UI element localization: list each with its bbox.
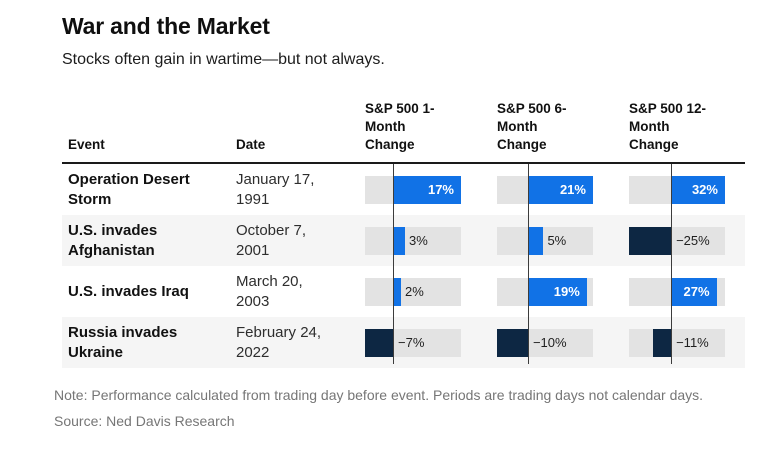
bar-value-label: −11% (676, 334, 709, 350)
bar-negative (497, 328, 528, 357)
chart-cell: −10% (492, 317, 624, 368)
bar-value-label: 32% (691, 181, 718, 197)
column-header-sp500-6month: S&P 500 6- Month Change (497, 101, 567, 152)
bar-track: −7% (365, 328, 461, 357)
column-header-event: Event (68, 136, 105, 152)
bar-negative (652, 328, 672, 357)
war-market-table: Event Date S&P 500 1- Month Change S&P 5… (62, 100, 745, 369)
war-market-infographic: War and the Market Stocks often gain in … (54, 13, 745, 429)
bar-value-label: −10% (532, 334, 567, 350)
bar-positive (671, 175, 725, 204)
chart-cell: 17% (360, 164, 492, 215)
bar-value-label: 27% (683, 283, 710, 299)
event-cell: U.S. invades Iraq (68, 283, 189, 301)
bar-value-label: 3% (409, 232, 428, 248)
date-cell: March 20, 2003 (236, 273, 303, 310)
chart-cell: 32% (624, 164, 745, 215)
bar-positive (393, 277, 401, 306)
chart-cell: −7% (360, 317, 492, 368)
event-cell: Russia invades Ukraine (68, 324, 178, 361)
bar-value-label: −7% (398, 334, 425, 350)
bar-track: 32% (629, 175, 725, 204)
bar-value-label: −25% (676, 232, 710, 248)
zero-axis-line (528, 164, 529, 365)
bar-negative (629, 226, 672, 255)
bar-track: −11% (629, 328, 725, 357)
header-divider-rule (62, 162, 745, 165)
bar-value-label: 17% (427, 181, 454, 197)
chart-cell: 19% (492, 266, 624, 317)
bar-track: −10% (497, 328, 593, 357)
chart-cell: 27% (624, 266, 745, 317)
bar-positive (671, 277, 717, 306)
bar-positive (393, 226, 405, 255)
source-credit: Source: Ned Davis Research (54, 412, 235, 429)
bar-track: 17% (365, 175, 461, 204)
bar-value-label: 5% (547, 232, 567, 248)
bar-negative (365, 328, 393, 357)
table-row: U.S. invades Afghanistan October 7, 2001 3… (62, 215, 745, 267)
table-header-row: Event Date S&P 500 1- Month Change S&P 5… (62, 100, 745, 162)
page-title: War and the Market (62, 13, 270, 39)
event-cell: U.S. invades Afghanistan (68, 222, 158, 259)
bar-track: 21% (497, 175, 593, 204)
event-cell: Operation Desert Storm (68, 171, 190, 208)
column-header-sp500-12month: S&P 500 12- Month Change (629, 101, 707, 152)
column-header-sp500-1month: S&P 500 1- Month Change (365, 101, 435, 152)
table-row: U.S. invades Iraq March 20, 2003 2% 19% 27% (62, 266, 745, 317)
chart-cell: −25% (624, 215, 745, 266)
bar-positive (527, 226, 544, 255)
bar-track: 2% (365, 277, 461, 306)
date-cell: October 7, 2001 (236, 222, 307, 259)
table-row: Russia invades Ukraine February 24, 2022 −… (62, 317, 745, 369)
bar-positive (393, 175, 461, 204)
table-body: Operation Desert Storm January 17, 1991 17… (62, 164, 745, 369)
chart-cell: 3% (360, 215, 492, 266)
chart-cell: −11% (624, 317, 745, 368)
date-cell: February 24, 2022 (236, 324, 322, 361)
chart-cell: 2% (360, 266, 492, 317)
bar-positive (527, 175, 593, 204)
page-subtitle: Stocks often gain in wartime—but not alw… (62, 51, 385, 68)
bar-value-label: 2% (405, 283, 424, 299)
zero-axis-line (393, 164, 394, 365)
column-header-date: Date (236, 136, 266, 152)
date-cell: January 17, 1991 (236, 171, 315, 208)
footnote: Note: Performance calculated from tradin… (54, 387, 704, 404)
chart-cell: 5% (492, 215, 624, 266)
bar-track: −25% (629, 226, 725, 255)
zero-axis-line (671, 164, 672, 365)
bar-positive (527, 277, 587, 306)
bar-track: 3% (365, 226, 461, 255)
bar-track: 27% (629, 277, 725, 306)
bar-track: 5% (497, 226, 593, 255)
chart-cell: 21% (492, 164, 624, 215)
bar-value-label: 21% (559, 181, 586, 197)
bar-track: 19% (497, 277, 593, 306)
bar-value-label: 19% (553, 283, 580, 299)
table-row: Operation Desert Storm January 17, 1991 17… (62, 164, 745, 215)
